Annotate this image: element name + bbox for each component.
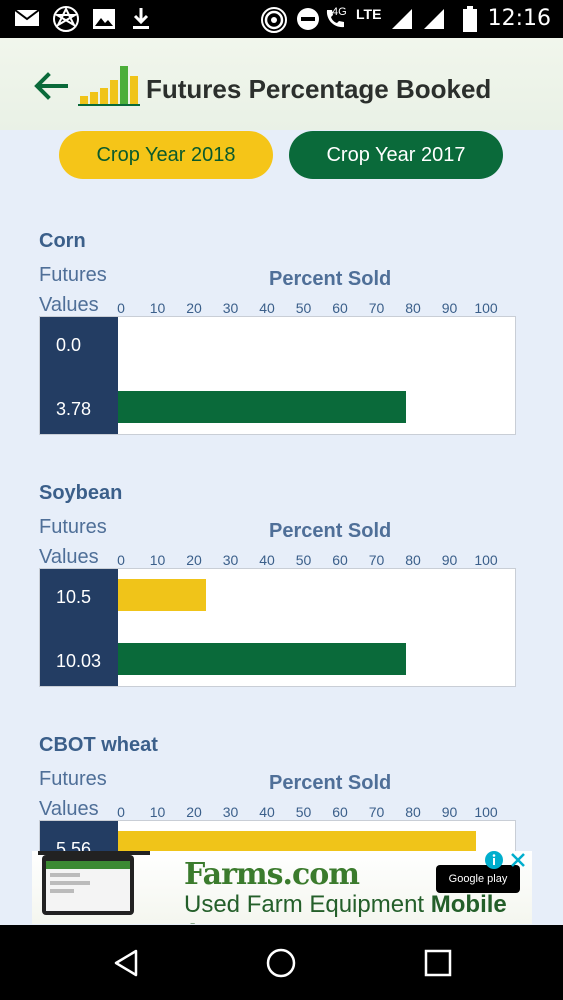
x-tick-label: 30 [222,552,239,568]
tab-crop-year-2018[interactable]: Crop Year 2018 [59,131,273,179]
x-tick-label: 80 [405,300,421,316]
lte-label: LTE [356,6,382,22]
x-tick-label: 20 [186,300,202,316]
x-tick-label: 50 [295,552,312,568]
ad-tagline: Used Farm Equipment Mobile App [184,891,532,924]
ad-info-icon[interactable] [484,850,504,870]
signal-icon [392,9,412,29]
futures-values-label: Futures Values [39,516,107,568]
tab-crop-year-2017[interactable]: Crop Year 2017 [289,131,503,179]
home-icon[interactable] [265,947,297,979]
x-tick-label: 10 [149,804,166,820]
chart-plot: 10.5 10.03 [39,568,516,687]
signal-icon-2 [424,9,444,29]
chart-plot: 0.0 3.78 [39,316,516,435]
bar-2017 [118,643,407,675]
x-tick-label: 10 [149,300,166,316]
back-arrow-icon[interactable] [30,66,70,106]
chart-title: Corn [39,230,86,252]
x-tick-label: 60 [332,300,348,316]
phone-app-icon [38,851,150,915]
percent-sold-label: Percent Sold [269,520,392,542]
ad-banner[interactable]: Farms.com Used Farm Equipment Mobile App… [32,851,532,924]
x-tick-label: 80 [405,804,421,820]
system-nav-bar [0,925,563,1000]
x-tick-label: 30 [222,300,239,316]
futures-value: 0.0 [56,335,82,355]
status-bar: 4G LTE 12:16 [0,0,563,38]
chart-title: CBOT wheat [39,734,158,756]
x-tick-label: 60 [332,804,348,820]
x-tick-label: 100 [474,552,498,568]
google-play-badge[interactable]: Google play [436,865,520,893]
dnd-icon [297,8,319,30]
chart-soybean: Soybean Futures Values Percent Sold 0 10 2… [0,482,563,692]
pentagon-icon [53,6,79,32]
battery-icon [463,6,477,32]
chart-title: Soybean [39,482,123,504]
x-tick-label: 40 [259,300,275,316]
percent-sold-label: Percent Sold [269,772,392,794]
x-tick-label: 70 [368,804,385,820]
x-tick-label: 50 [295,804,312,820]
futures-value: 3.78 [56,399,92,419]
mail-icon [14,9,40,26]
futures-values-column: 10.5 10.03 [40,569,118,686]
x-tick-label: 100 [474,300,498,316]
x-tick-label: 90 [441,552,458,568]
bar-2018 [118,579,206,611]
x-tick-label: 20 [186,552,202,568]
x-tick-label: 100 [474,804,498,820]
x-tick-label: 0 [117,300,125,316]
x-tick-label: 70 [368,300,385,316]
recents-icon[interactable] [422,947,454,979]
wifi-call-icon [326,10,344,28]
ad-close-icon[interactable] [508,850,528,870]
futures-value: 10.5 [56,587,92,607]
bar-2017 [118,391,407,423]
network-type-label: 4G [332,6,347,18]
back-icon[interactable] [110,947,142,979]
x-tick-label: 40 [259,804,275,820]
clock: 12:16 [487,6,551,31]
x-tick-label: 40 [259,552,275,568]
app-header: Futures Percentage Booked [0,38,563,130]
percent-sold-label: Percent Sold [269,268,392,290]
chart-cbot-wheat: CBOT wheat Futures Values Percent Sold 0… [0,734,563,860]
x-tick-label: 0 [117,552,125,568]
x-tick-label: 20 [186,804,202,820]
x-tick-label: 70 [368,552,385,568]
x-tick-label: 90 [441,300,458,316]
x-tick-label: 0 [117,804,125,820]
image-icon [93,9,115,29]
x-tick-label: 30 [222,804,239,820]
futures-value: 10.03 [56,651,102,671]
futures-values-label: Futures Values [39,768,107,820]
page-title: Futures Percentage Booked [146,74,492,104]
ad-brand: Farms.com [184,857,360,892]
bar-2018 [118,831,476,851]
x-tick-label: 60 [332,552,348,568]
download-icon [133,8,149,29]
x-tick-label: 90 [441,804,458,820]
ad-tagline-part: Used Farm Equipment [184,891,431,918]
futures-values-label: Futures Values [39,264,107,316]
x-tick-label: 10 [149,552,166,568]
x-tick-label: 50 [295,300,312,316]
ad-tagline-bold: Mobile App [184,891,507,924]
x-tick-label: 80 [405,552,421,568]
chart-corn: Corn Futures Values Percent Sold 0 10 20 30… [0,230,563,440]
hotspot-icon [261,7,287,33]
futures-values-column: 0.0 3.78 [40,317,118,434]
bar-chart-logo-icon [78,66,140,106]
